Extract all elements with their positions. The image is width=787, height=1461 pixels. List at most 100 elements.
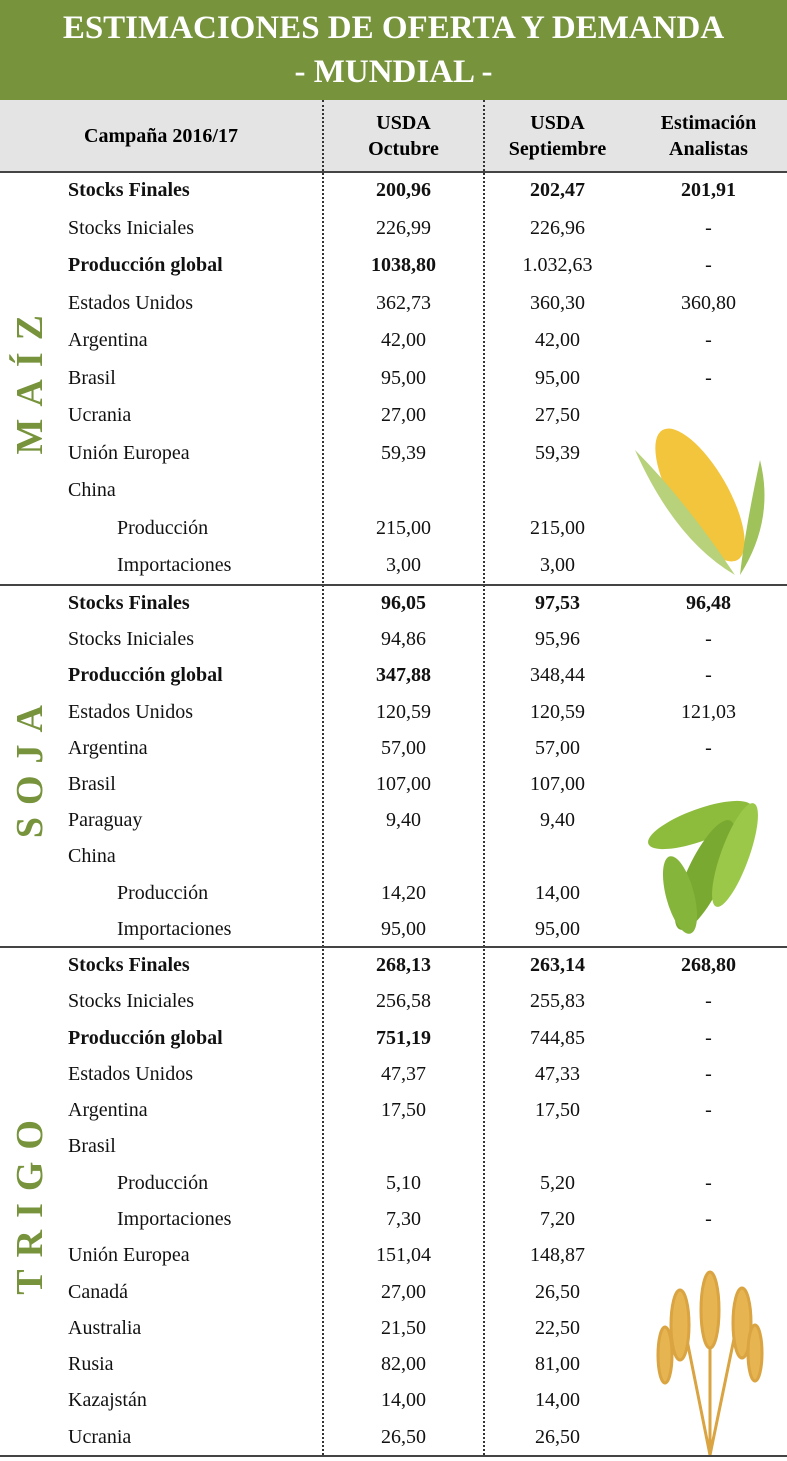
value-cell: 5,10 xyxy=(324,1165,483,1201)
column-header-line: Estimación xyxy=(632,110,785,136)
value-cell: 9,40 xyxy=(324,802,483,838)
value-cell: 59,39 xyxy=(485,435,630,473)
column-header-line: USDA xyxy=(324,110,483,136)
value-cell: 27,50 xyxy=(485,397,630,435)
value-cell: 42,00 xyxy=(485,322,630,360)
value-cell: 255,83 xyxy=(485,983,630,1019)
value-cell: 82,00 xyxy=(324,1346,483,1382)
column-header-line: Septiembre xyxy=(485,136,630,162)
row-label: Argentina xyxy=(68,730,148,766)
value-cell: 27,00 xyxy=(324,1274,483,1310)
value-cell: 362,73 xyxy=(324,285,483,323)
row-label: Rusia xyxy=(68,1346,114,1382)
value-cell: 17,50 xyxy=(324,1092,483,1128)
value-cell: 360,30 xyxy=(485,285,630,323)
value-cell: - xyxy=(632,360,785,398)
value-cell: 360,80 xyxy=(632,285,785,323)
value-cell: 1038,80 xyxy=(324,247,483,285)
value-cell: 42,00 xyxy=(324,322,483,360)
value-cell: - xyxy=(632,730,785,766)
row-label: Producción xyxy=(117,1165,208,1201)
value-cell: 81,00 xyxy=(485,1346,630,1382)
row-label: Stocks Iniciales xyxy=(68,210,194,248)
value-cell: 268,80 xyxy=(632,947,785,983)
value-cell: 47,37 xyxy=(324,1056,483,1092)
value-cell: 57,00 xyxy=(485,730,630,766)
value-cell: 26,50 xyxy=(485,1274,630,1310)
row-label: Importaciones xyxy=(117,547,231,585)
table-bottom xyxy=(0,1455,787,1457)
row-label: Kazajstán xyxy=(68,1382,147,1418)
row-label: China xyxy=(68,472,116,510)
section-name: SOJA xyxy=(8,693,52,838)
row-label: Brasil xyxy=(68,360,116,398)
section-label: MAÍZ xyxy=(0,172,60,585)
row-label: Unión Europea xyxy=(68,1237,190,1273)
value-cell: 95,00 xyxy=(324,360,483,398)
section-label: SOJA xyxy=(0,585,60,947)
value-cell: 7,30 xyxy=(324,1201,483,1237)
value-cell: - xyxy=(632,1092,785,1128)
value-cell: 95,00 xyxy=(485,360,630,398)
value-cell: 14,20 xyxy=(324,875,483,911)
value-cell: 121,03 xyxy=(632,694,785,730)
row-label: Producción global xyxy=(68,657,223,693)
row-label: Ucrania xyxy=(68,397,131,435)
column-header: USDAOctubre xyxy=(324,110,483,162)
value-cell: 5,20 xyxy=(485,1165,630,1201)
value-cell: 107,00 xyxy=(485,766,630,802)
value-cell: 120,59 xyxy=(324,694,483,730)
value-cell: - xyxy=(632,1056,785,1092)
value-cell: 7,20 xyxy=(485,1201,630,1237)
value-cell: 148,87 xyxy=(485,1237,630,1273)
row-label: Importaciones xyxy=(117,1201,231,1237)
value-cell: 256,58 xyxy=(324,983,483,1019)
value-cell: 751,19 xyxy=(324,1020,483,1056)
value-cell: 95,96 xyxy=(485,621,630,657)
row-label: Estados Unidos xyxy=(68,694,193,730)
value-cell: 96,48 xyxy=(632,585,785,621)
row-label: Stocks Finales xyxy=(68,585,190,621)
row-label: Producción xyxy=(117,510,208,548)
row-label: Unión Europea xyxy=(68,435,190,473)
value-cell: - xyxy=(632,621,785,657)
value-cell: 3,00 xyxy=(324,547,483,585)
corn-image xyxy=(625,410,775,580)
value-cell: - xyxy=(632,657,785,693)
value-cell: - xyxy=(632,1020,785,1056)
value-cell: 202,47 xyxy=(485,172,630,210)
row-label: Australia xyxy=(68,1310,141,1346)
value-cell: 26,50 xyxy=(324,1419,483,1455)
row-label: Stocks Finales xyxy=(68,172,190,210)
value-cell: 744,85 xyxy=(485,1020,630,1056)
section-label: TRIGO xyxy=(0,947,60,1455)
row-label: Brasil xyxy=(68,766,116,802)
value-cell: 59,39 xyxy=(324,435,483,473)
title-line: - MUNDIAL - xyxy=(0,50,787,94)
column-header-line: Octubre xyxy=(324,136,483,162)
row-label: Stocks Iniciales xyxy=(68,983,194,1019)
value-cell: 14,00 xyxy=(324,1382,483,1418)
value-cell: 27,00 xyxy=(324,397,483,435)
title-line: ESTIMACIONES DE OFERTA Y DEMANDA xyxy=(0,6,787,50)
column-header: Campaña 2016/17 xyxy=(0,123,322,149)
value-cell: - xyxy=(632,1201,785,1237)
value-cell: 263,14 xyxy=(485,947,630,983)
value-cell: 96,05 xyxy=(324,585,483,621)
value-cell: 1.032,63 xyxy=(485,247,630,285)
value-cell: 95,00 xyxy=(324,911,483,947)
value-cell: 347,88 xyxy=(324,657,483,693)
value-cell: 21,50 xyxy=(324,1310,483,1346)
column-header-line: USDA xyxy=(485,110,630,136)
column-header-line: Campaña 2016/17 xyxy=(0,123,322,149)
value-cell: 201,91 xyxy=(632,172,785,210)
row-label: Producción global xyxy=(68,247,223,285)
value-cell: 97,53 xyxy=(485,585,630,621)
row-label: Ucrania xyxy=(68,1419,131,1455)
page: ESTIMACIONES DE OFERTA Y DEMANDA - MUNDI… xyxy=(0,0,787,1461)
row-label: Paraguay xyxy=(68,802,142,838)
value-cell: 3,00 xyxy=(485,547,630,585)
value-cell: 14,00 xyxy=(485,1382,630,1418)
